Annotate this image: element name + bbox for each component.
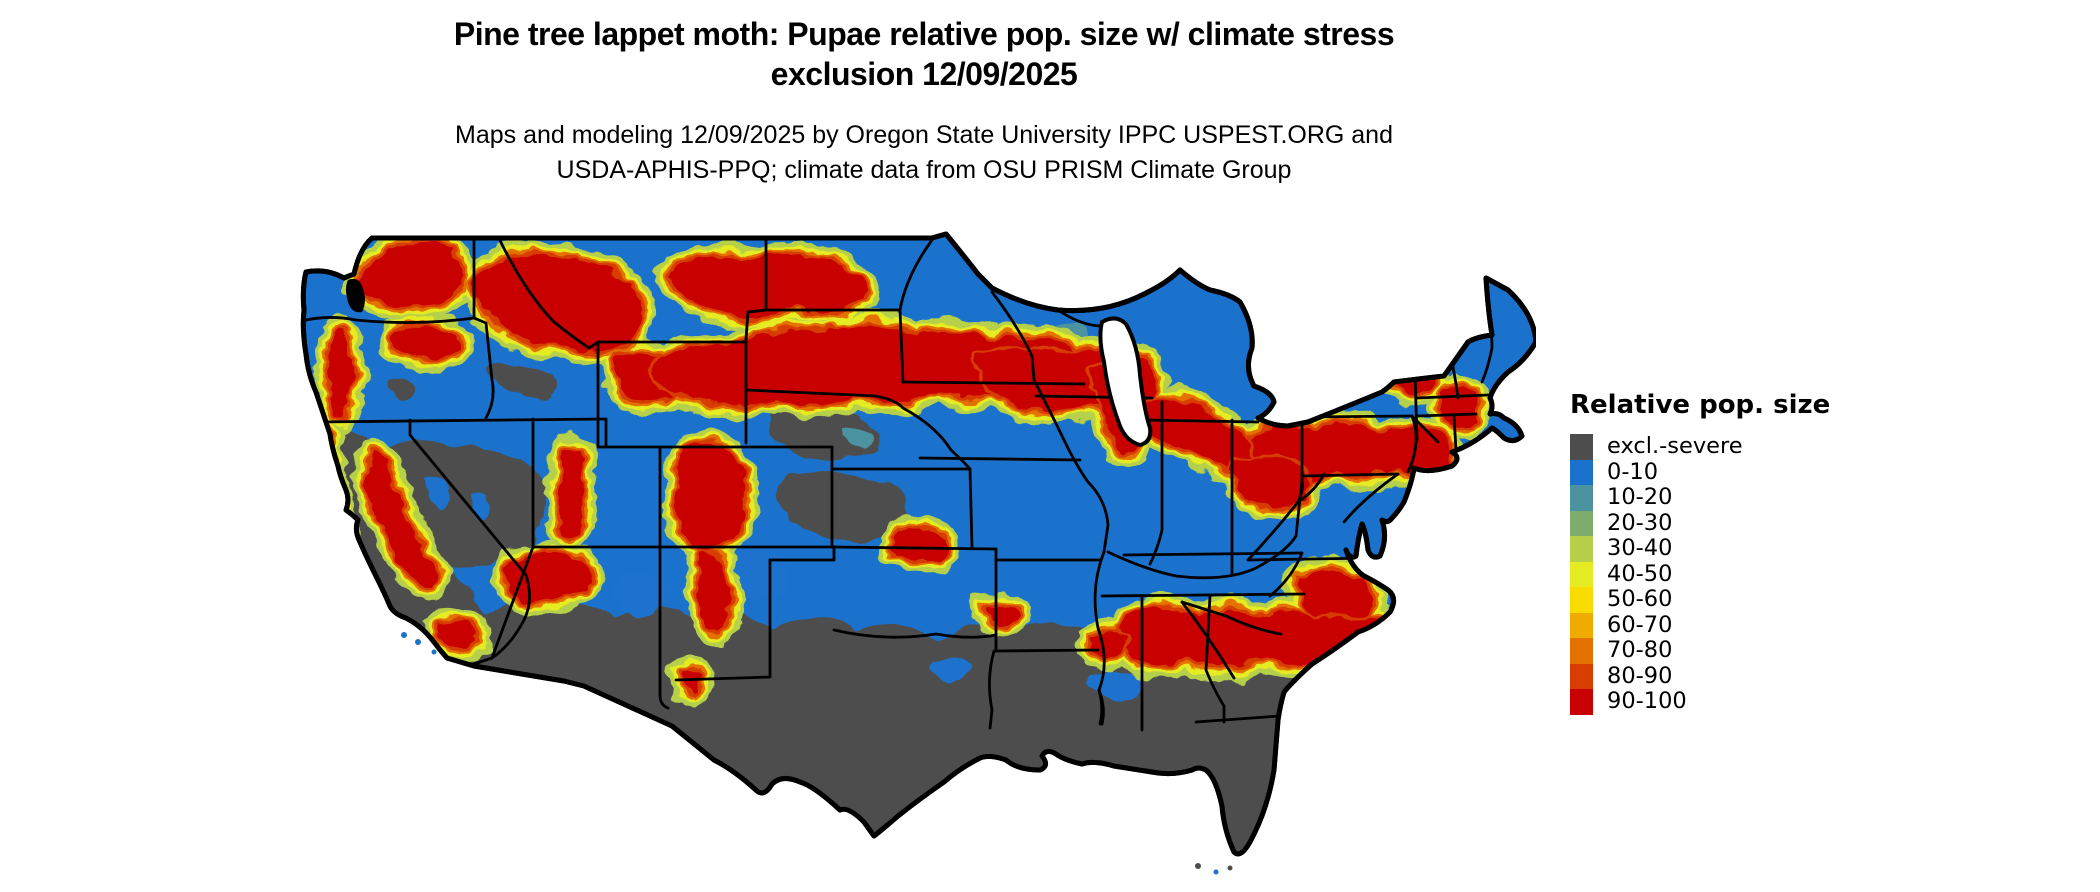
legend-swatch [1570,663,1593,689]
legend-swatch [1570,434,1593,460]
page-subtitle: Maps and modeling 12/09/2025 by Oregon S… [24,118,1824,188]
legend-item: 60-70 [1570,611,1830,638]
legend-label: 30-40 [1607,535,1673,561]
legend-title: Relative pop. size [1570,390,1831,420]
puget-sound [346,278,365,313]
legend-label: 10-20 [1607,484,1673,510]
legend-swatch [1570,510,1593,536]
legend-swatch [1570,459,1593,485]
legend-label: 60-70 [1607,611,1673,638]
legend-item: 40-50 [1570,560,1830,587]
legend-swatch [1570,612,1593,638]
legend-item: 20-30 [1570,509,1830,536]
page-title: Pine tree lappet moth: Pupae relative po… [24,14,1824,94]
map-legend: Relative pop. size excl.-severe 0-10 10-… [1570,390,1830,715]
legend-label: excl.-severe [1607,433,1743,459]
legend-swatch [1570,587,1593,613]
legend-item: 90-100 [1570,688,1830,715]
state-borders [303,234,1494,732]
legend-label: 40-50 [1607,560,1673,587]
legend-item: excl.-severe [1570,433,1830,460]
legend-swatch [1570,561,1593,587]
legend-label: 50-60 [1607,586,1673,612]
legend-label: 90-100 [1607,688,1687,714]
legend-item: 70-80 [1570,637,1830,664]
lake-michigan [1098,316,1153,447]
legend-item: 30-40 [1570,535,1830,562]
legend-item: 0-10 [1570,458,1830,485]
legend-swatch [1570,536,1593,562]
legend-label: 80-90 [1607,662,1673,689]
legend-label: 20-30 [1607,509,1673,536]
legend-item: 50-60 [1570,586,1830,613]
legend-item: 80-90 [1570,662,1830,689]
legend-label: 0-10 [1607,458,1659,485]
map-title-line2: exclusion 12/09/2025 [770,56,1078,92]
map-subtitle-line1: Maps and modeling 12/09/2025 by Oregon S… [455,121,1393,149]
legend-swatch [1570,638,1593,664]
map-subtitle-line2: USDA-APHIS-PPQ; climate data from OSU PR… [556,156,1292,184]
us-map-svg [296,230,1536,875]
legend-swatch [1570,485,1593,511]
offshore-islands [401,632,1233,875]
legend-item: 10-20 [1570,484,1830,511]
legend-label: 70-80 [1607,637,1673,663]
map-title-line1: Pine tree lappet moth: Pupae relative po… [453,16,1395,52]
us-distribution-map [296,230,1536,880]
legend-swatch [1570,689,1593,715]
legend-items: excl.-severe 0-10 10-20 20-30 30-40 40-5… [1570,433,1830,715]
